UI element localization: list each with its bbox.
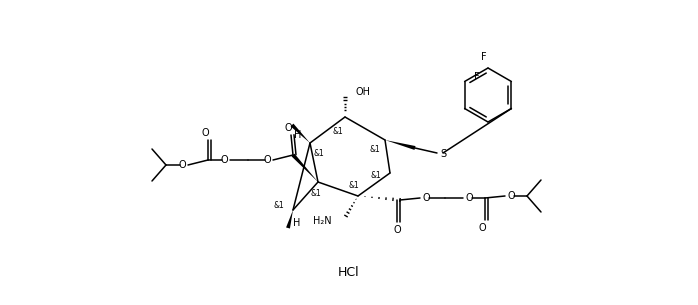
Text: O: O bbox=[507, 191, 515, 201]
Text: F: F bbox=[481, 52, 487, 62]
Text: H: H bbox=[293, 218, 301, 228]
Text: O: O bbox=[478, 223, 486, 233]
Text: F: F bbox=[474, 71, 480, 81]
Polygon shape bbox=[292, 154, 318, 182]
Text: O: O bbox=[393, 225, 401, 235]
Text: &1: &1 bbox=[371, 170, 381, 180]
Text: OH: OH bbox=[355, 87, 370, 97]
Text: &1: &1 bbox=[348, 181, 359, 191]
Text: &1: &1 bbox=[313, 149, 325, 157]
Polygon shape bbox=[385, 140, 415, 150]
Text: &1: &1 bbox=[333, 127, 343, 135]
Polygon shape bbox=[290, 124, 310, 143]
Text: H₂N: H₂N bbox=[313, 216, 332, 226]
Text: O: O bbox=[201, 128, 209, 138]
Text: O: O bbox=[422, 193, 430, 203]
Text: O: O bbox=[220, 155, 228, 165]
Text: O: O bbox=[465, 193, 473, 203]
Text: HCl: HCl bbox=[339, 265, 359, 278]
Text: &1: &1 bbox=[311, 189, 321, 199]
Text: &1: &1 bbox=[370, 145, 380, 155]
Text: S: S bbox=[440, 149, 446, 159]
Text: O: O bbox=[284, 123, 292, 133]
Polygon shape bbox=[286, 210, 293, 228]
Text: H: H bbox=[295, 130, 302, 140]
Text: O: O bbox=[178, 160, 186, 170]
Text: &1: &1 bbox=[274, 202, 284, 210]
Text: O: O bbox=[263, 155, 271, 165]
